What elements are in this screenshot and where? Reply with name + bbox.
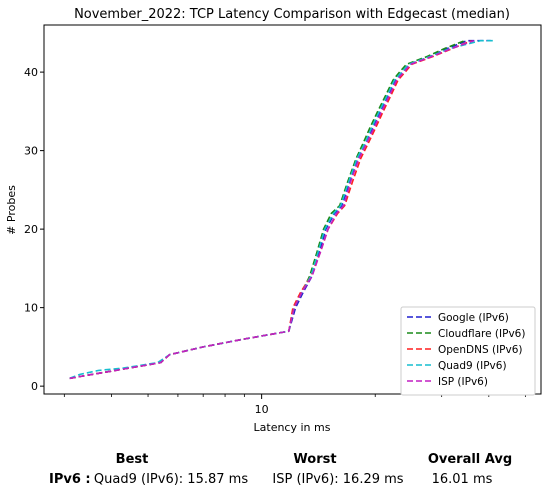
y-axis-label: # Probes (5, 185, 18, 235)
y-tick-label: 10 (24, 302, 38, 315)
x-axis-label: Latency in ms (254, 421, 331, 434)
x-tick-label: 10 (255, 403, 269, 416)
worst-value: ISP (IPv6): 16.29 ms (272, 472, 404, 487)
worst-header: Worst (293, 452, 337, 467)
y-tick-label: 40 (24, 66, 38, 79)
y-axis: 0 10 20 30 40 (24, 66, 44, 393)
legend-box (400, 306, 536, 396)
overall-avg-header: Overall Avg (427, 452, 513, 467)
x-axis: 10 (63, 394, 526, 416)
legend-label: ISP (IPv6) (438, 376, 488, 388)
best-header: Best (115, 452, 149, 467)
legend: Google (IPv6) Cloudflare (IPv6) OpenDNS (I… (400, 306, 536, 396)
y-tick-label: 30 (24, 145, 38, 158)
legend-label: Quad9 (IPv6) (438, 360, 507, 372)
plot-area-frame (43, 24, 542, 395)
chart-title: November_2022: TCP Latency Comparison wi… (74, 7, 510, 22)
legend-label: Google (IPv6) (438, 312, 509, 324)
ipv6-row-label: IPv6 : (49, 472, 91, 487)
legend-label: OpenDNS (IPv6) (438, 344, 523, 356)
y-tick-label: 0 (31, 380, 38, 393)
overall-avg-value: 16.01 ms (431, 472, 493, 487)
latency-chart: November_2022: TCP Latency Comparison wi… (5, 7, 542, 434)
y-tick-label: 20 (24, 223, 38, 236)
series-layer (69, 39, 493, 380)
best-value: Quad9 (IPv6): 15.87 ms (93, 472, 249, 487)
legend-label: Cloudflare (IPv6) (438, 328, 525, 340)
series-line-4 (69, 39, 475, 380)
